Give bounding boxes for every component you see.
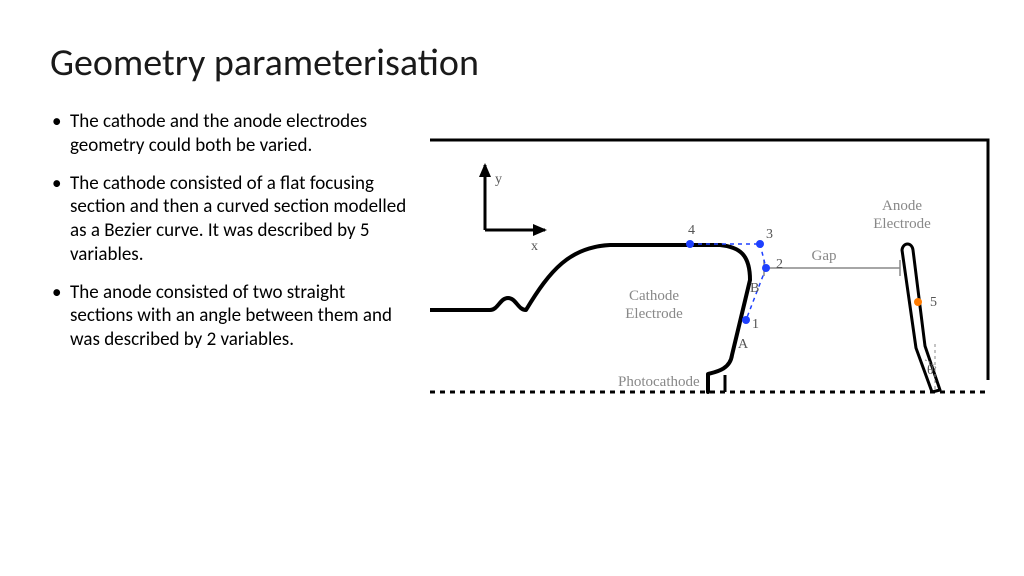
svg-text:2: 2 bbox=[776, 257, 783, 272]
svg-text:Gap: Gap bbox=[811, 248, 836, 264]
svg-text:Anode: Anode bbox=[882, 198, 922, 214]
svg-text:4: 4 bbox=[688, 223, 695, 238]
bullet-list: The cathode and the anode electrodes geo… bbox=[50, 110, 410, 430]
svg-text:B: B bbox=[750, 281, 759, 296]
geometry-diagram: y x 4 32 1 5 B Aθ Cathode Electrode Anode Electrode… bbox=[430, 110, 974, 430]
svg-text:A: A bbox=[738, 337, 749, 352]
svg-text:5: 5 bbox=[930, 295, 937, 310]
svg-text:Photocathode: Photocathode bbox=[618, 374, 700, 390]
content-row: The cathode and the anode electrodes geo… bbox=[50, 110, 974, 430]
svg-text:1: 1 bbox=[752, 317, 759, 332]
svg-text:Electrode: Electrode bbox=[873, 216, 931, 232]
bullet-item: The cathode consisted of a flat focusing… bbox=[66, 172, 410, 267]
svg-text:Cathode: Cathode bbox=[629, 288, 679, 304]
svg-text:Electrode: Electrode bbox=[625, 306, 683, 322]
slide-title: Geometry parameterisation bbox=[50, 40, 974, 86]
svg-text:x: x bbox=[531, 239, 538, 254]
bullet-item: The anode consisted of two straight sect… bbox=[66, 281, 410, 352]
svg-text:3: 3 bbox=[766, 227, 773, 242]
svg-text:θ: θ bbox=[927, 363, 934, 378]
svg-text:y: y bbox=[495, 172, 502, 187]
bullet-item: The cathode and the anode electrodes geo… bbox=[66, 110, 410, 158]
